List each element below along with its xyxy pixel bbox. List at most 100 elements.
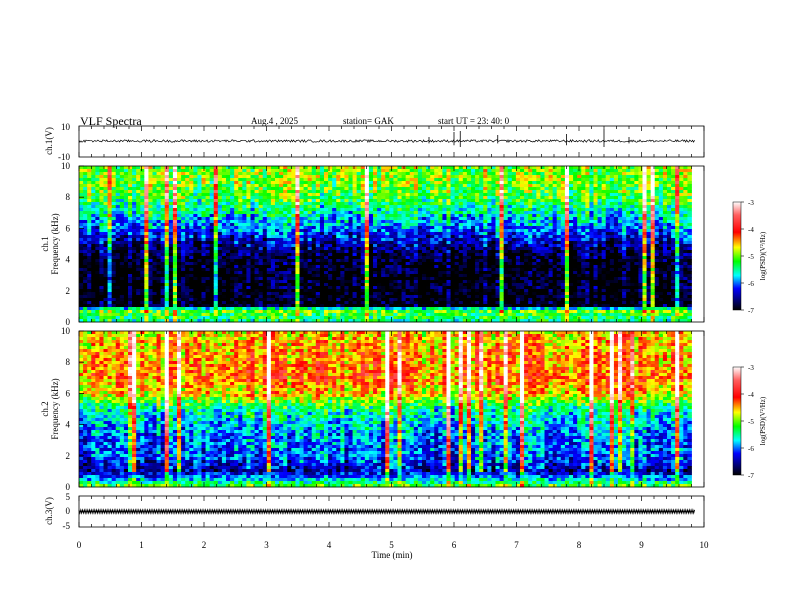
spectrogram-cell <box>238 250 243 254</box>
spectrogram-cell <box>111 250 117 254</box>
spectrogram-cell <box>450 217 456 221</box>
spectrogram-cell <box>397 232 402 236</box>
spectrogram-cell <box>132 178 137 182</box>
spectrogram-cell <box>381 271 386 275</box>
spectrogram-cell <box>266 205 272 209</box>
spectrogram-cell <box>164 265 170 269</box>
spectrogram-cell <box>405 289 411 293</box>
spectrogram-cell <box>266 301 272 305</box>
spectrogram-cell <box>262 289 268 293</box>
spectrogram-cell <box>152 202 157 206</box>
spectrogram-cell <box>287 199 292 203</box>
spectrogram-cell <box>230 313 235 317</box>
spectrogram-cell <box>79 220 84 224</box>
spectrogram-cell <box>181 169 186 173</box>
spectrogram-cell <box>238 205 243 209</box>
spectrogram-cell <box>385 265 390 269</box>
spectrogram-cell <box>266 184 272 188</box>
spectrogram-cell <box>189 316 194 320</box>
spectrogram-cell <box>287 205 292 209</box>
spectrogram-cell <box>136 208 141 212</box>
spectrogram-cell <box>115 256 121 260</box>
spectrogram-cell <box>373 244 378 248</box>
spectrogram-cell <box>262 301 268 305</box>
spectrogram-cell <box>430 280 435 284</box>
spectrogram-cell <box>226 319 231 323</box>
spectrogram-cell <box>462 283 468 287</box>
spectrogram-cell <box>413 181 419 185</box>
spectrogram-cell <box>209 217 215 221</box>
spectrogram-cell <box>364 292 370 296</box>
spectrogram-cell <box>422 316 427 320</box>
spectrogram-cell <box>373 214 378 218</box>
spectrogram-cell <box>111 241 117 245</box>
spectrogram-cell <box>91 238 96 242</box>
spectrogram-cell <box>230 271 235 275</box>
spectrogram-cell <box>95 316 100 320</box>
spectrogram-cell <box>417 187 423 191</box>
spectrogram-cell <box>119 289 125 293</box>
spectrogram-cell <box>462 307 468 311</box>
spectrogram-cell <box>385 199 390 203</box>
spectrogram-cell <box>242 220 247 224</box>
spectrogram-cell <box>123 295 129 299</box>
spectrogram-cell <box>140 256 145 260</box>
spectrogram-cell <box>270 184 276 188</box>
spectrogram-cell <box>328 193 333 197</box>
spectrogram-cell <box>381 238 386 242</box>
spectrogram-cell <box>132 259 137 263</box>
spectrogram-cell <box>95 310 100 314</box>
spectrogram-cell <box>466 313 472 317</box>
spectrogram-cell <box>132 217 137 221</box>
spectrogram-cell <box>266 283 272 287</box>
spectrogram-cell <box>209 220 215 224</box>
spectrogram-cell <box>373 301 378 305</box>
spectrogram-cell <box>368 181 374 185</box>
spectrogram-cell <box>185 196 190 200</box>
spectrogram-cell <box>197 286 202 290</box>
spectrogram-cell <box>164 304 170 308</box>
spectrogram-cell <box>234 310 239 314</box>
spectrogram-cell <box>250 202 255 206</box>
spectrogram-cell <box>356 316 362 320</box>
spectrogram-cell <box>356 235 362 239</box>
spectrogram-cell <box>156 259 162 263</box>
spectrogram-cell <box>197 184 202 188</box>
spectrogram-cell <box>254 166 260 170</box>
spectrogram-cell <box>107 208 113 212</box>
spectrogram-cell <box>397 220 402 224</box>
spectrogram-cell <box>311 253 317 257</box>
spectrogram-cell <box>275 277 280 281</box>
spectrogram-cell <box>393 277 398 281</box>
spectrogram-cell <box>364 319 370 323</box>
spectrogram-cell <box>405 175 411 179</box>
spectrogram-cell <box>381 286 386 290</box>
spectrogram-cell <box>246 286 251 290</box>
spectrogram-cell <box>344 250 349 254</box>
spectrogram-cell <box>438 238 443 242</box>
spectrogram-cell <box>438 307 443 311</box>
spectrogram-cell <box>311 244 317 248</box>
spectrogram-cell <box>246 229 251 233</box>
spectrogram-cell <box>213 214 219 218</box>
spectrogram-cell <box>275 259 280 263</box>
spectrogram-cell <box>164 316 170 320</box>
spectrogram-cell <box>434 235 439 239</box>
spectrogram-cell <box>283 259 288 263</box>
spectrogram-cell <box>344 286 349 290</box>
spectrogram-cell <box>364 181 370 185</box>
spectrogram-cell <box>230 217 235 221</box>
spectrogram-cell <box>128 214 133 218</box>
spectrogram-cell <box>324 271 329 275</box>
spectrogram-cell <box>205 247 211 251</box>
spectrogram-cell <box>152 175 157 179</box>
spectrogram-cell <box>160 229 166 233</box>
spectrogram-cell <box>177 205 182 209</box>
spectrogram-cell <box>442 274 447 278</box>
spectrogram-cell <box>373 223 378 227</box>
spectrogram-cell <box>438 316 443 320</box>
spectrogram-cell <box>364 250 370 254</box>
spectrogram-cell <box>181 247 186 251</box>
spectrogram-cell <box>197 295 202 299</box>
spectrogram-cell <box>119 307 125 311</box>
